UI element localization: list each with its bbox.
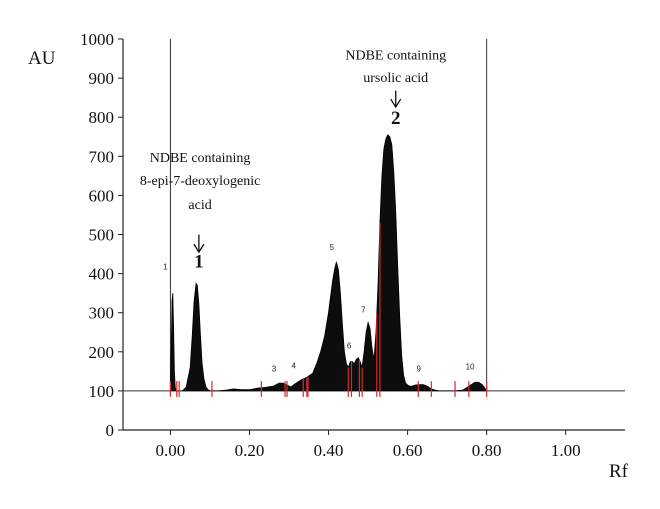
peak-number-label: 4 xyxy=(292,362,297,371)
y-tick-label: 1000 xyxy=(80,30,114,49)
x-tick-label: 0.00 xyxy=(156,441,186,460)
x-tick-label: 0.40 xyxy=(314,441,344,460)
peak-number-label: 6 xyxy=(347,342,352,351)
chromatogram-trace xyxy=(169,134,488,392)
y-tick-label: 100 xyxy=(89,382,115,401)
annotation-text-line: ursolic acid xyxy=(363,71,428,86)
y-tick-label: 500 xyxy=(89,226,115,245)
peak-number-label: 1 xyxy=(163,263,168,272)
annotation-peak-number: 2 xyxy=(391,108,401,129)
y-tick-label: 900 xyxy=(89,69,115,88)
y-tick-label: 300 xyxy=(89,304,115,323)
annotation-arrow-head xyxy=(390,98,402,109)
y-tick-label: 200 xyxy=(89,343,115,362)
x-axis-label: Rf xyxy=(609,461,629,482)
peak-number-label: 5 xyxy=(329,243,334,252)
x-tick-label: 0.20 xyxy=(235,441,265,460)
x-tick-label: 0.80 xyxy=(472,441,502,460)
y-tick-label: 700 xyxy=(89,147,115,166)
x-tick-label: 1.00 xyxy=(551,441,581,460)
annotation-text-line: NDBE containing xyxy=(345,48,446,63)
y-axis-label: AU xyxy=(28,48,56,69)
y-tick-label: 0 xyxy=(106,421,115,440)
annotation-text-line: acid xyxy=(188,198,211,213)
peak-number-label: 10 xyxy=(466,362,475,371)
axes-layer: 0 100 200 300 400 500 600 700 800 900 1000 0.00 0.20… xyxy=(80,30,625,460)
integration-marks-layer xyxy=(169,222,488,397)
peak-number-label: 9 xyxy=(416,364,421,373)
x-tick-label: 0.60 xyxy=(393,441,423,460)
y-tick-label: 800 xyxy=(89,108,115,127)
peak-number-label: 3 xyxy=(272,364,277,373)
peak-number-label: 7 xyxy=(361,306,366,315)
annotation-arrow-head xyxy=(193,243,205,254)
annotation-text-line: NDBE containing xyxy=(150,151,251,166)
y-tick-label: 600 xyxy=(89,186,115,205)
y-tick-label: 400 xyxy=(89,265,115,284)
annotation-text-line: 8-epi-7-deoxylogenic xyxy=(140,174,261,189)
annotation-peak-number: 1 xyxy=(194,251,204,272)
trace-layer xyxy=(169,134,488,392)
labels-layer: 1 3 4 5 6 7 9 10 NDBE containing 8-epi-7-deoxylog… xyxy=(140,48,475,373)
